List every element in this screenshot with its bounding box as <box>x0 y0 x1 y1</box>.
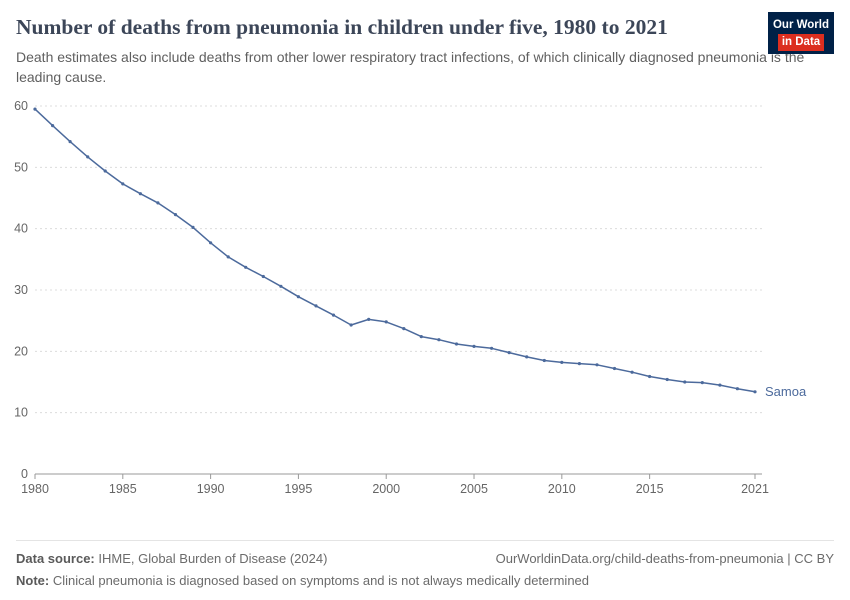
data-point[interactable] <box>560 360 564 364</box>
data-point[interactable] <box>630 370 634 374</box>
citation-link[interactable]: OurWorldinData.org/child-deaths-from-pne… <box>495 551 834 566</box>
logo-line-2: in Data <box>777 33 825 51</box>
note-label: Note: <box>16 573 50 588</box>
chart-svg[interactable]: 0 10 20 30 40 50 60 1980 1985 1990 1995 2000 2005 201… <box>0 96 850 498</box>
data-point[interactable] <box>244 265 248 269</box>
x-tick-label: 2021 <box>741 482 769 496</box>
data-point[interactable] <box>718 383 722 387</box>
data-point[interactable] <box>156 200 160 205</box>
data-point[interactable] <box>525 354 529 359</box>
data-point[interactable] <box>367 317 371 321</box>
logo-line-1: Our World <box>772 19 829 31</box>
page-title: Number of deaths from pneumonia in child… <box>16 15 668 39</box>
data-point[interactable] <box>51 123 55 127</box>
data-point[interactable] <box>314 303 318 308</box>
data-point[interactable] <box>419 334 423 338</box>
data-point[interactable] <box>349 323 353 327</box>
data-point[interactable] <box>261 274 265 278</box>
x-tick-label: 1985 <box>109 482 137 496</box>
data-point[interactable] <box>384 319 388 324</box>
data-point[interactable] <box>683 380 687 384</box>
series-label-samoa[interactable]: Samoa <box>765 383 807 398</box>
data-point[interactable] <box>665 377 669 381</box>
x-tick-label: 1980 <box>21 482 49 496</box>
data-point[interactable] <box>595 362 599 367</box>
data-point[interactable] <box>279 284 283 288</box>
x-tick-label: 2015 <box>636 482 664 496</box>
data-point[interactable] <box>472 344 476 348</box>
data-point[interactable] <box>700 380 704 384</box>
y-tick-label: 30 <box>14 283 28 297</box>
data-point[interactable] <box>454 342 459 346</box>
y-tick-label: 10 <box>14 405 28 419</box>
x-tick-label: 1995 <box>285 482 313 496</box>
data-point[interactable] <box>209 240 213 245</box>
x-tick-label: 1990 <box>197 482 225 496</box>
data-point[interactable] <box>753 389 757 394</box>
data-point[interactable] <box>402 326 406 330</box>
owid-logo[interactable]: Our World in Data <box>768 12 834 54</box>
data-point[interactable] <box>577 361 582 365</box>
data-source: Data source: IHME, Global Burden of Dise… <box>16 551 327 566</box>
data-point[interactable] <box>507 350 511 354</box>
data-point[interactable] <box>138 191 142 195</box>
y-tick-label: 0 <box>21 467 28 481</box>
y-tick-label: 60 <box>14 99 28 113</box>
data-point[interactable] <box>542 358 546 362</box>
y-tick-label: 20 <box>14 344 28 358</box>
data-point[interactable] <box>191 225 195 229</box>
data-point[interactable] <box>612 366 617 370</box>
chart-subtitle: Death estimates also include deaths from… <box>16 48 805 85</box>
data-point[interactable] <box>648 374 652 378</box>
data-point[interactable] <box>437 337 441 341</box>
y-tick-label: 50 <box>14 160 28 174</box>
data-point[interactable] <box>490 346 494 350</box>
data-point[interactable] <box>173 212 178 216</box>
data-source-text: IHME, Global Burden of Disease (2024) <box>94 551 328 566</box>
data-point[interactable] <box>226 254 230 259</box>
data-source-label: Data source: <box>16 551 95 566</box>
data-point[interactable] <box>33 107 37 111</box>
data-point[interactable] <box>68 139 72 143</box>
chart-footer: Data source: IHME, Global Burden of Dise… <box>16 540 834 588</box>
data-point[interactable] <box>735 386 740 390</box>
data-point[interactable] <box>296 294 300 298</box>
data-point[interactable] <box>103 169 107 173</box>
x-tick-label: 2005 <box>460 482 488 496</box>
note-text: Clinical pneumonia is diagnosed based on… <box>49 573 590 588</box>
chart-note: Note: Clinical pneumonia is diagnosed ba… <box>16 573 834 588</box>
y-tick-label: 40 <box>14 221 28 235</box>
data-point[interactable] <box>121 181 125 186</box>
data-point[interactable] <box>86 154 90 159</box>
series-line-samoa[interactable] <box>34 107 756 393</box>
x-tick-label: 2000 <box>372 482 400 496</box>
data-point[interactable] <box>331 313 336 317</box>
x-tick-label: 2010 <box>548 482 576 496</box>
